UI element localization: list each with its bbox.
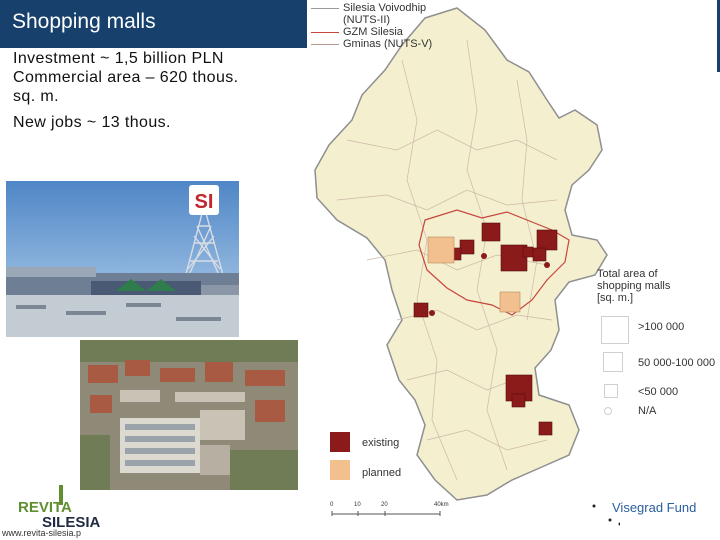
legend-nuts2: (NUTS-II) <box>311 14 432 26</box>
investment-text: Investment ~ 1,5 billion PLN <box>13 50 224 67</box>
header-edge-bar <box>717 0 720 72</box>
boundary-legend: Silesia Voivodhip (NUTS-II) GZM Silesia … <box>311 2 432 50</box>
silesia-map <box>314 7 608 501</box>
existing-malls <box>413 222 558 436</box>
title-bar <box>0 0 307 48</box>
legend-gzm-label: GZM Silesia <box>343 26 403 38</box>
revita-silesia-logo: REVITA SILESIA <box>18 485 101 531</box>
size-box-large <box>601 316 629 344</box>
planned-malls <box>427 236 521 313</box>
logo-bottom-text: SILESIA <box>42 514 101 531</box>
area-text-line2: sq. m. <box>13 88 59 105</box>
swatch-gzm <box>311 32 339 33</box>
website-url: www.revita-silesia.p <box>2 528 82 538</box>
size-legend-line3: [sq. m.] <box>597 292 634 304</box>
area-text-line1: Commercial area – 620 thous. <box>13 69 239 86</box>
size-box-small <box>604 384 618 398</box>
size-class-large: >100 000 <box>638 321 685 333</box>
planned-label: planned <box>362 467 402 479</box>
jobs-text: New jobs ~ 13 thous. <box>13 114 171 131</box>
legend-nuts2-label: (NUTS-II) <box>343 14 391 26</box>
gzm-boundary <box>418 209 570 316</box>
size-legend-line2: shopping malls <box>597 280 671 292</box>
swatch-gminas <box>311 44 339 45</box>
size-box-medium <box>603 352 623 372</box>
visegrad-fund-logo: Visegrad Fund <box>612 500 697 515</box>
scale-label-10: 10 <box>354 502 361 508</box>
size-legend-line1: Total area of <box>597 268 658 280</box>
existing-label: existing <box>362 437 400 449</box>
legend-voivodeship: Silesia Voivodhip <box>311 2 432 14</box>
visegrad-dots <box>592 504 620 526</box>
mall-photo-1: SI <box>6 181 239 337</box>
size-legend-title: Total area of shopping malls [sq. m.] <box>597 268 670 304</box>
scale-bar-graphic <box>331 511 441 516</box>
legend-gzm: GZM Silesia <box>311 26 432 38</box>
scale-label-0: 0 <box>330 502 334 508</box>
na-points <box>429 253 550 316</box>
size-class-medium: 50 000-100 000 <box>638 357 716 369</box>
existing-swatch <box>330 432 350 452</box>
slide-title: Shopping malls <box>12 10 156 33</box>
planned-swatch <box>330 460 350 480</box>
scale-label-20: 20 <box>381 502 388 508</box>
scale-label-40: 40km <box>434 502 449 508</box>
size-point-na <box>604 407 612 415</box>
size-class-small: <50 000 <box>638 386 679 398</box>
scale-bar: 0 10 20 40km <box>330 502 450 523</box>
swatch-voivodeship <box>311 8 339 9</box>
legend-voivodeship-label: Silesia Voivodhip <box>343 2 427 14</box>
size-class-na: N/A <box>638 405 657 417</box>
legend-gminas: Gminas (NUTS-V) <box>311 38 432 50</box>
tower-sign: SI <box>195 191 214 213</box>
legend-gminas-label: Gminas (NUTS-V) <box>343 38 433 50</box>
mall-photo-2 <box>80 340 298 490</box>
logo-top-text: REVITA <box>18 499 72 516</box>
facts-block: Investment ~ 1,5 billion PLN Commercial … <box>13 49 309 132</box>
